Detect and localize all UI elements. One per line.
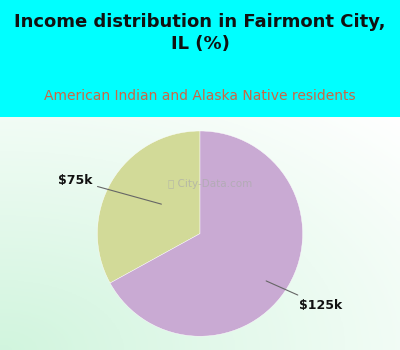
Wedge shape [97,131,200,283]
Wedge shape [110,131,303,336]
Text: $125k: $125k [266,281,343,312]
Text: ⓘ City-Data.com: ⓘ City-Data.com [168,179,252,189]
Text: $75k: $75k [58,174,162,204]
Text: American Indian and Alaska Native residents: American Indian and Alaska Native reside… [44,89,356,103]
Text: Income distribution in Fairmont City,
IL (%): Income distribution in Fairmont City, IL… [14,13,386,53]
